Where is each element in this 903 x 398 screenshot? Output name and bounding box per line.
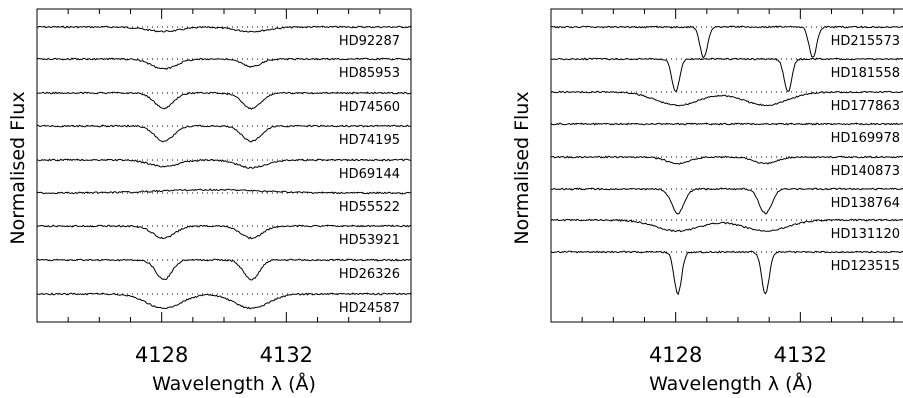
star-label: HD69144 bbox=[339, 167, 400, 182]
star-label: HD53921 bbox=[339, 233, 400, 248]
star-label: HD24587 bbox=[339, 301, 400, 316]
spectrum-line-hd85953 bbox=[36, 57, 412, 70]
star-label: HD181558 bbox=[831, 66, 900, 81]
star-label: HD138764 bbox=[831, 196, 900, 211]
left-x-ticks bbox=[67, 9, 381, 322]
star-label-background bbox=[323, 165, 401, 181]
right-panel: HD215573 HD181558 HD177863 HD169978 HD140873… bbox=[511, 8, 903, 395]
star-label-background bbox=[323, 64, 401, 80]
left-series-group: HD92287 HD85953 HD74560 HD74195 HD69144 HD555… bbox=[36, 25, 412, 316]
spectrum-line-hd177863 bbox=[550, 90, 903, 107]
spectrum-line-hd181558 bbox=[550, 57, 903, 93]
spectrum-line-hd69144 bbox=[36, 158, 412, 169]
star-label: HD74560 bbox=[339, 100, 400, 115]
spectrum-line-hd138764 bbox=[550, 187, 903, 215]
star-label-background bbox=[323, 98, 401, 114]
left-x-tick-label-4128: 4128 bbox=[135, 343, 188, 367]
right-x-tick-label-4128: 4128 bbox=[649, 343, 702, 367]
star-label: HD123515 bbox=[831, 259, 900, 274]
star-label-background bbox=[823, 257, 901, 273]
spectrum-line-hd92287 bbox=[36, 25, 412, 33]
star-label-background bbox=[323, 265, 401, 281]
star-label-background bbox=[323, 299, 401, 315]
left-y-axis-label: Normalised Flux bbox=[7, 91, 29, 244]
star-label-background bbox=[323, 198, 401, 214]
star-label-background bbox=[823, 194, 901, 210]
star-label: HD215573 bbox=[831, 34, 900, 49]
star-label-background bbox=[823, 162, 901, 178]
spectrum-line-hd215573 bbox=[550, 25, 903, 59]
star-label: HD85953 bbox=[339, 66, 400, 81]
spectrum-line-hd74195 bbox=[36, 124, 412, 143]
spectrum-line-hd140873 bbox=[550, 155, 903, 165]
spectrum-line-hd74560 bbox=[36, 91, 412, 110]
spectrum-line-hd169978 bbox=[550, 122, 903, 126]
right-x-tick-label-4132: 4132 bbox=[774, 343, 827, 367]
right-series-group: HD215573 HD181558 HD177863 HD169978 HD140873… bbox=[550, 25, 903, 296]
spectrum-line-hd131120 bbox=[550, 218, 903, 233]
star-label: HD26326 bbox=[339, 267, 400, 282]
star-label-background bbox=[323, 32, 401, 48]
left-x-tick-label-4132: 4132 bbox=[260, 343, 313, 367]
star-label-background bbox=[823, 32, 901, 48]
star-label-background bbox=[323, 231, 401, 247]
star-label-background bbox=[823, 225, 901, 241]
star-label: HD131120 bbox=[831, 227, 900, 242]
right-x-axis-label: Wavelength λ (Å) bbox=[649, 372, 813, 395]
spectrum-line-hd53921 bbox=[36, 224, 412, 240]
spectrum-line-hd24587 bbox=[36, 292, 412, 310]
star-label: HD177863 bbox=[831, 99, 900, 114]
left-panel: HD92287 HD85953 HD74560 HD74195 HD69144 HD555… bbox=[7, 8, 412, 395]
star-label-background bbox=[823, 64, 901, 80]
left-x-axis-label: Wavelength λ (Å) bbox=[152, 372, 316, 395]
right-y-axis-label: Normalised Flux bbox=[511, 91, 533, 244]
star-label-background bbox=[323, 131, 401, 147]
star-label: HD74195 bbox=[339, 133, 400, 148]
star-label-background bbox=[823, 97, 901, 113]
spectrum-line-hd55522 bbox=[36, 188, 412, 195]
spectrum-line-hd123515 bbox=[550, 250, 903, 296]
star-label-background bbox=[823, 129, 901, 145]
star-label: HD169978 bbox=[831, 131, 900, 146]
star-label: HD92287 bbox=[339, 34, 400, 49]
spectrum-line-hd26326 bbox=[37, 258, 412, 281]
star-label: HD140873 bbox=[831, 164, 900, 179]
right-x-ticks bbox=[581, 9, 895, 322]
star-label: HD55522 bbox=[339, 200, 400, 215]
